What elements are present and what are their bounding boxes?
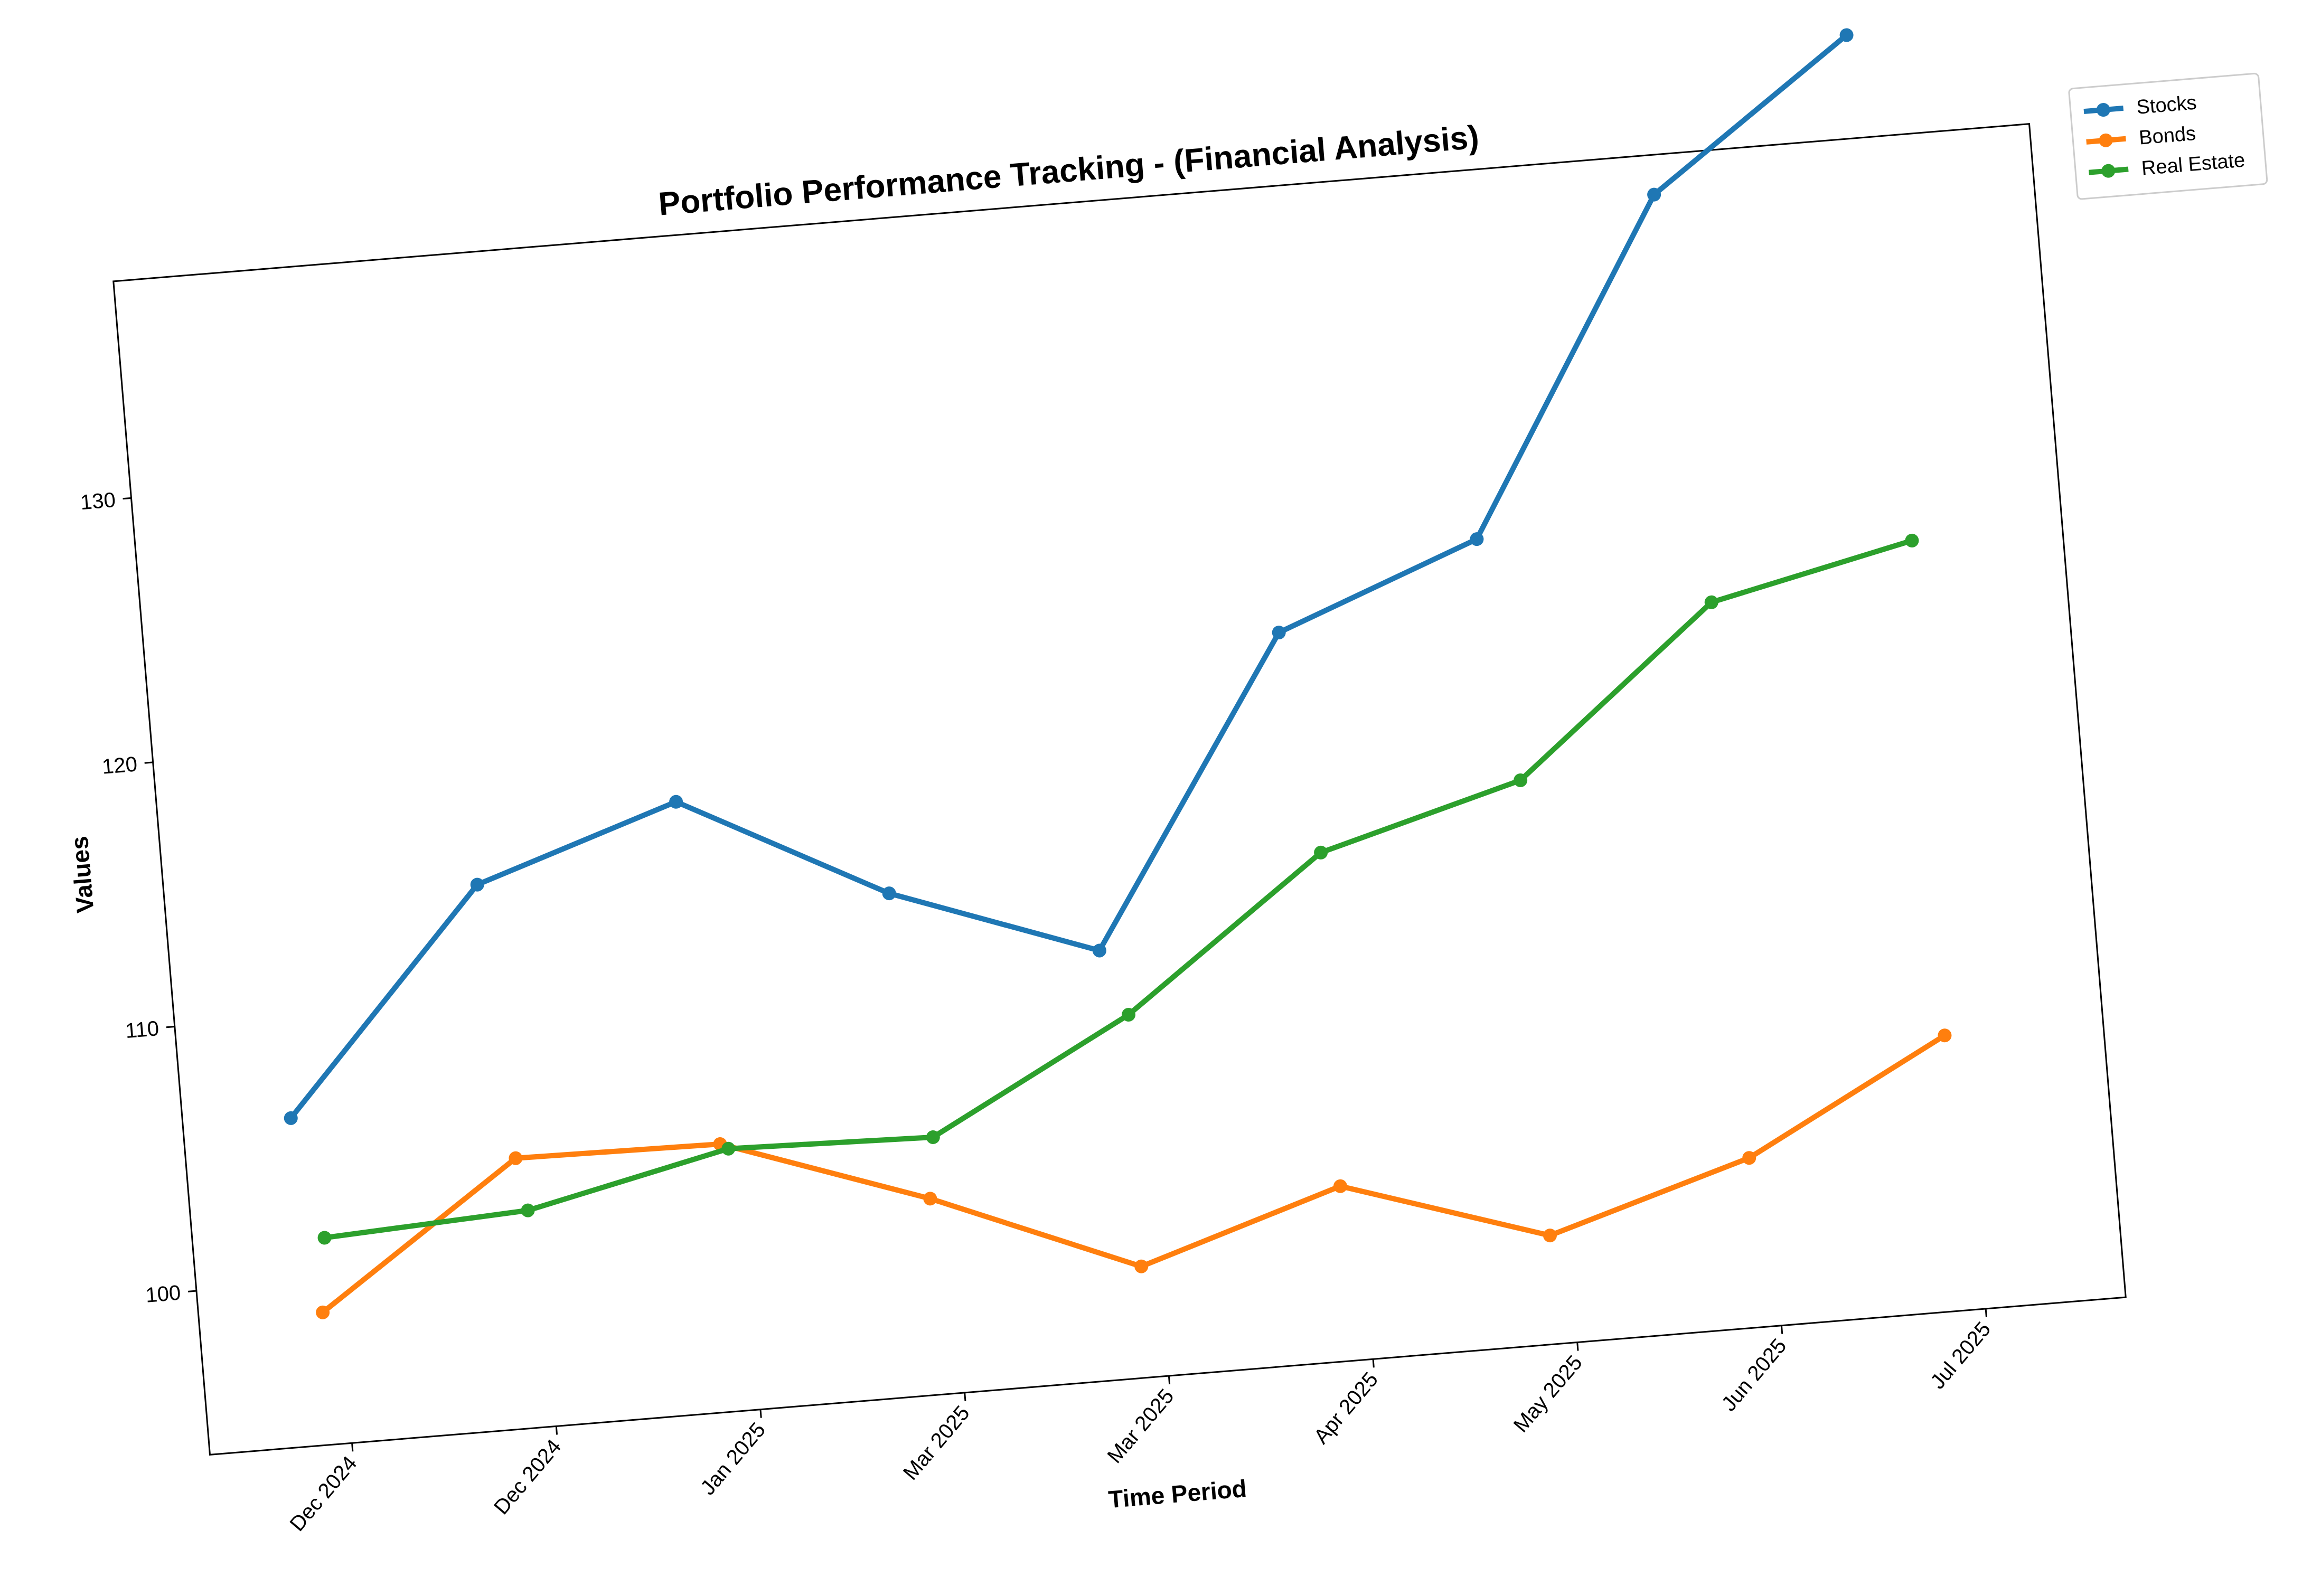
legend-label: Stocks	[2136, 92, 2197, 119]
x-tick	[351, 1443, 354, 1452]
data-point	[1333, 1179, 1348, 1193]
series-bonds	[316, 1028, 1952, 1319]
data-point	[1742, 1151, 1756, 1165]
legend-item: Bonds	[2086, 122, 2197, 149]
x-axis-title: Time Period	[1107, 1475, 1248, 1513]
data-point	[1905, 533, 1919, 547]
y-tick	[144, 761, 153, 764]
data-point	[1839, 28, 1854, 42]
data-point	[1314, 845, 1328, 860]
data-point	[1122, 1007, 1136, 1022]
data-point	[316, 1305, 330, 1319]
y-tick-label: 110	[125, 1017, 160, 1043]
x-tick-label: Apr 2025	[1310, 1368, 1383, 1448]
legend-marker	[2101, 164, 2116, 178]
plot-area	[112, 123, 2127, 1456]
legend-label: Bonds	[2138, 122, 2197, 149]
x-tick	[759, 1409, 762, 1418]
x-tick-label: Mar 2025	[899, 1401, 974, 1484]
x-tick-label: Jul 2025	[1926, 1317, 1995, 1393]
x-tick-label: May 2025	[1509, 1351, 1587, 1437]
series-real-estate	[317, 533, 1919, 1245]
data-point	[882, 886, 896, 901]
x-tick	[1372, 1359, 1375, 1368]
y-tick-label: 100	[145, 1281, 182, 1307]
series-line	[322, 537, 1915, 1241]
data-point	[509, 1151, 523, 1165]
series-stocks	[284, 28, 1854, 1125]
legend-marker	[2099, 133, 2113, 147]
series-layer	[284, 28, 1952, 1319]
data-point	[1470, 532, 1484, 546]
legend-marker	[2096, 103, 2110, 117]
x-tick	[1576, 1342, 1579, 1351]
data-point	[1543, 1229, 1557, 1243]
y-tick-label: 120	[101, 752, 138, 778]
legend-item: Stocks	[2083, 92, 2197, 119]
data-point	[1647, 187, 1661, 202]
y-tick	[166, 1025, 175, 1028]
series-line	[320, 1033, 1948, 1315]
x-tick-label: Mar 2025	[1103, 1385, 1179, 1468]
x-tick-label: Jan 2025	[696, 1418, 770, 1499]
data-point	[1514, 773, 1528, 787]
axis-layer: 100 110 120 130 Dec 2024 Dec 2024 Jan 2025 Mar …	[79, 488, 1995, 1536]
x-tick	[555, 1426, 558, 1435]
data-point	[284, 1111, 298, 1125]
x-tick-label: Jun 2025	[1717, 1334, 1791, 1415]
data-point	[923, 1192, 937, 1206]
data-point	[470, 877, 484, 892]
data-point	[1938, 1028, 1952, 1043]
chart-rotated-group: 100 110 120 130 Dec 2024 Dec 2024 Jan 2025 Mar …	[65, 28, 2268, 1536]
data-point	[317, 1231, 332, 1245]
data-point	[926, 1130, 940, 1144]
data-point	[1272, 626, 1286, 640]
data-point	[521, 1203, 535, 1217]
x-tick	[1780, 1325, 1783, 1334]
series-line	[288, 32, 1849, 1121]
data-point	[1092, 943, 1106, 958]
y-tick-label: 130	[79, 488, 116, 514]
y-axis-title: Values	[65, 835, 99, 914]
data-point	[1134, 1259, 1149, 1273]
data-point	[721, 1141, 736, 1156]
data-point	[1704, 595, 1718, 609]
x-tick-label: Dec 2024	[490, 1435, 566, 1519]
data-point	[669, 795, 683, 809]
x-tick-label: Dec 2024	[285, 1452, 361, 1536]
chart-title: Portfolio Performance Tracking - (Financ…	[657, 119, 1480, 222]
